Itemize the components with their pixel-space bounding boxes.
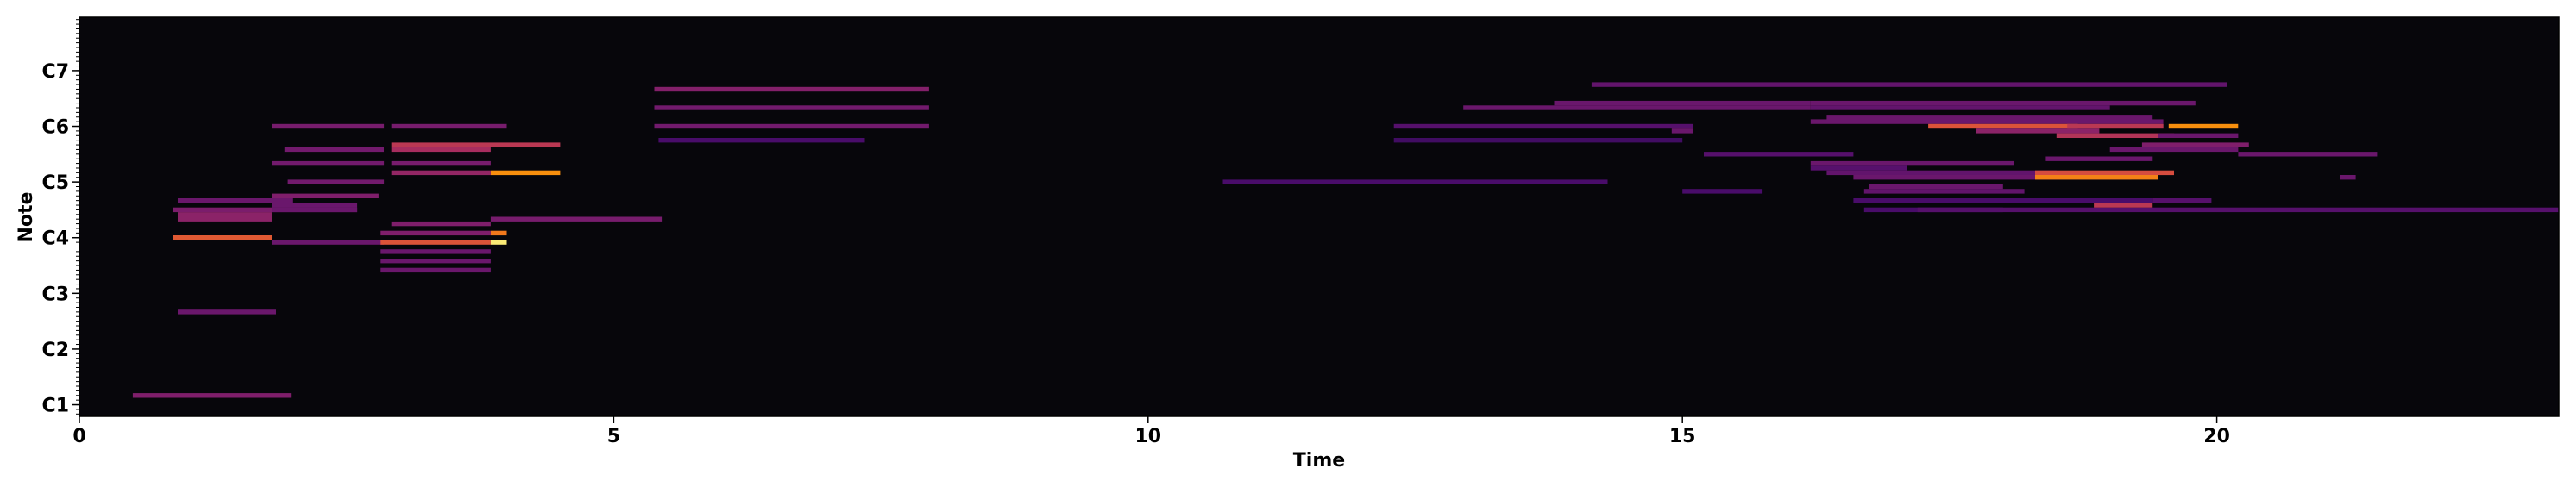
note-bar: [1918, 208, 2559, 212]
note-bar: [1704, 152, 1853, 156]
note-bar: [133, 393, 291, 397]
y-axis-title: Note: [16, 192, 37, 243]
note-bar: [655, 105, 929, 109]
y-tick-label: C5: [42, 172, 69, 194]
note-bar: [380, 259, 491, 263]
x-tick-label: 0: [72, 426, 85, 447]
x-tick-label: 10: [1134, 426, 1161, 447]
note-bar: [392, 161, 491, 165]
note-bar: [1864, 189, 2025, 193]
note-bar: [285, 147, 384, 152]
note-bar: [658, 138, 864, 142]
note-bar: [392, 142, 561, 147]
note-bar: [2169, 124, 2239, 128]
note-bar: [272, 194, 379, 198]
note-bar: [380, 249, 491, 253]
note-bar: [1811, 165, 1907, 170]
note-bar: [272, 208, 357, 212]
note-bar: [1394, 124, 1693, 128]
note-bar: [1811, 101, 2196, 105]
note-bar: [1826, 171, 2056, 175]
y-tick-label: C4: [42, 228, 69, 250]
note-bar: [655, 124, 929, 128]
plot-background: [79, 17, 2559, 416]
y-tick-label: C3: [42, 284, 69, 305]
note-bar: [272, 124, 384, 128]
note-bar: [1976, 128, 2100, 133]
note-bar: [1811, 119, 2164, 123]
note-bar: [392, 124, 507, 128]
note-bar: [2094, 203, 2152, 207]
note-bar: [2152, 198, 2211, 203]
note-bar: [178, 217, 272, 222]
note-bar: [2238, 152, 2377, 156]
note-bar: [1811, 105, 2110, 109]
note-bar: [392, 147, 491, 152]
note-bar: [1394, 138, 1683, 142]
note-bar: [178, 309, 276, 314]
y-tick-label: C6: [42, 117, 69, 139]
note-bar: [272, 240, 384, 244]
note-bar: [1463, 105, 1811, 109]
note-bar: [392, 171, 491, 175]
note-bar: [1811, 161, 2014, 165]
y-tick-label: C1: [42, 396, 69, 417]
y-axis-ticks: C1 C2 C3 C4 C5 C6 C7: [42, 61, 79, 417]
note-bar: [2158, 134, 2239, 138]
note-bar: [380, 268, 491, 272]
x-axis-title: Time: [1293, 450, 1345, 471]
note-bar: [2067, 124, 2164, 128]
x-tick-label: 5: [607, 426, 620, 447]
note-bar: [1853, 198, 2152, 203]
note-bar: [2340, 175, 2356, 179]
note-bar: [2035, 175, 2158, 179]
note-bar: [2142, 142, 2249, 147]
note-bar: [1672, 128, 1693, 133]
y-tick-label: C2: [42, 340, 69, 361]
note-bar: [2110, 147, 2239, 152]
note-bar: [178, 198, 293, 203]
note-bar: [491, 171, 561, 175]
note-bar: [491, 231, 507, 235]
x-tick-label: 20: [2203, 426, 2230, 447]
note-bar: [1928, 124, 2077, 128]
x-axis-ticks: 0 5 10 15 20: [72, 416, 2230, 447]
note-bar: [1555, 101, 1811, 105]
note-bar: [1223, 179, 1608, 184]
note-bar: [491, 217, 662, 222]
note-bar: [2045, 157, 2152, 161]
note-bar: [2035, 171, 2174, 175]
note-bar: [392, 222, 491, 226]
note-bar: [491, 240, 507, 244]
note-bar: [2057, 134, 2174, 138]
note-bar: [272, 161, 384, 165]
note-bar: [173, 235, 272, 240]
note-bar: [380, 231, 491, 235]
note-bar: [1682, 189, 1762, 193]
note-bar: [1869, 184, 2003, 189]
note-bar: [272, 203, 357, 207]
y-tick-label: C7: [42, 61, 69, 83]
note-bar: [1826, 115, 2152, 119]
x-tick-label: 15: [1669, 426, 1696, 447]
note-bar: [288, 179, 385, 184]
note-bar: [178, 212, 272, 216]
note-bar: [655, 87, 929, 91]
note-bar: [1592, 82, 2227, 86]
note-bar: [380, 240, 491, 244]
